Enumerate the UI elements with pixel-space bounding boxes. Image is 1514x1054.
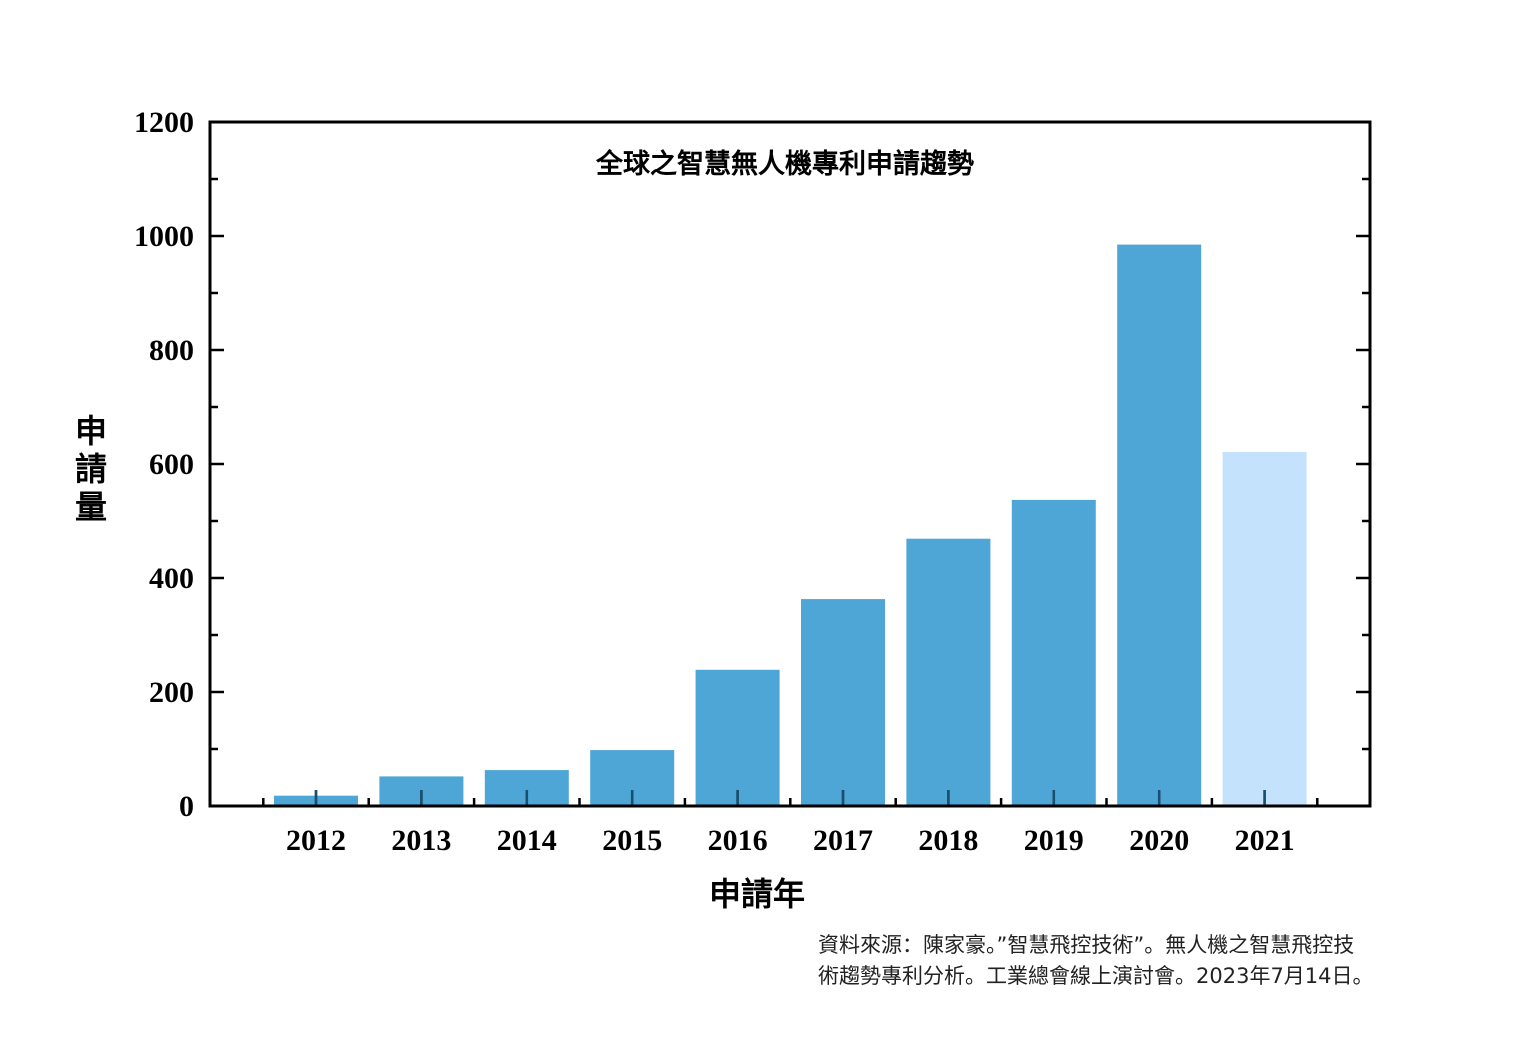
- x-tick-label-2018: 2018: [918, 824, 978, 857]
- y-tick-label-600: 600: [149, 448, 194, 481]
- bars-layer: [274, 244, 1307, 807]
- bar-2020: [1117, 244, 1202, 807]
- y-tick-label-1000: 1000: [134, 220, 194, 253]
- plot-frame: [208, 120, 1372, 808]
- x-tick-label-2012: 2012: [286, 824, 346, 857]
- bar-2016: [695, 669, 780, 806]
- bar-2018: [906, 538, 991, 806]
- y-tick-label-400: 400: [149, 562, 194, 595]
- y-axis-title-char-2: 請: [75, 450, 107, 488]
- bar-2017: [801, 599, 885, 806]
- source-line-1: 資料來源：陳家豪。”智慧飛控技術”。無人機之智慧飛控技: [818, 933, 1355, 957]
- x-tick-labels: 2012 2013 2014 2015 2016 2017 2018 2019 2020 2021: [286, 824, 1295, 857]
- y-axis-title-char-3: 量: [75, 488, 107, 526]
- bar-2019: [1011, 499, 1096, 806]
- x-tick-label-2015: 2015: [602, 824, 662, 857]
- x-tick-label-2017: 2017: [813, 824, 873, 857]
- x-tick-label-2016: 2016: [708, 824, 768, 857]
- y-tick-label-800: 800: [149, 334, 194, 367]
- bar-2021: [1222, 452, 1307, 806]
- source-line-2: 術趨勢專利分析。工業總會線上演討會。2023年7月14日。: [818, 964, 1374, 988]
- x-axis-title: 申請年: [709, 875, 805, 913]
- x-tick-label-2021: 2021: [1235, 824, 1295, 857]
- y-tick-labels: 0 200 400 600 800 1000 1200: [134, 106, 194, 823]
- x-tick-label-2014: 2014: [497, 824, 557, 857]
- y-tick-label-200: 200: [149, 676, 194, 709]
- source-note: 資料來源：陳家豪。”智慧飛控技術”。無人機之智慧飛控技 術趨勢專利分析。工業總會…: [818, 930, 1498, 992]
- y-tick-label-1200: 1200: [134, 106, 194, 139]
- y-tick-label-0: 0: [179, 790, 194, 823]
- x-tick-label-2019: 2019: [1024, 824, 1084, 857]
- x-tick-label-2020: 2020: [1129, 824, 1189, 857]
- x-tick-label-2013: 2013: [391, 824, 451, 857]
- chart-title: 全球之智慧無人機專利申請趨勢: [595, 148, 974, 180]
- y-axis-title-char-1: 申: [75, 412, 107, 450]
- y-axis-title: 申請量: [75, 412, 107, 526]
